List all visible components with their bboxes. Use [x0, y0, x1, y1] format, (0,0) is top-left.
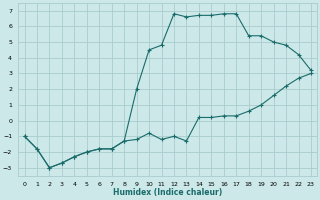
- X-axis label: Humidex (Indice chaleur): Humidex (Indice chaleur): [113, 188, 222, 197]
